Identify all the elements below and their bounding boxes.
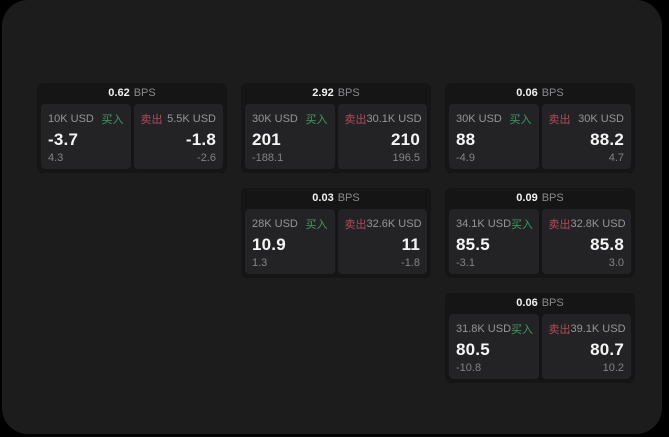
- app-surface: 0.62 BPS 10K USD 买入 -3.7 4.3 卖出 5.5K USD…: [2, 0, 662, 434]
- spread-unit-label: BPS: [337, 87, 360, 99]
- quote-panels: 31.8K USD 买入 80.5 -10.8 卖出 39.1K USD 80.…: [449, 314, 631, 379]
- sell-quote-tile[interactable]: 卖出 39.1K USD 80.7 10.2: [541, 314, 631, 379]
- spread-value: 0.62: [108, 87, 130, 99]
- spread-header: 0.06 BPS: [449, 83, 631, 104]
- spread-unit-label: BPS: [541, 297, 564, 309]
- buy-side-label: 买入: [509, 114, 532, 126]
- spread-value: 0.06: [516, 87, 538, 99]
- buy-delta: -4.9: [456, 152, 475, 164]
- buy-side-label: 买入: [305, 114, 328, 126]
- sell-price: 210: [391, 130, 420, 149]
- spread-unit-label: BPS: [337, 192, 360, 204]
- buy-amount: 34.1K USD: [456, 218, 512, 230]
- sell-amount: 32.6K USD: [366, 218, 422, 230]
- buy-quote-tile[interactable]: 30K USD 买入 201 -188.1: [245, 104, 335, 169]
- buy-side-label: 买入: [305, 219, 328, 231]
- quote-card: 0.06 BPS 31.8K USD 买入 80.5 -10.8 卖出 39.1…: [445, 293, 635, 383]
- sell-amount: 39.1K USD: [570, 323, 626, 335]
- spread-header: 0.62 BPS: [41, 83, 223, 104]
- sell-price: 85.8: [590, 235, 624, 254]
- quote-card: 0.09 BPS 34.1K USD 买入 85.5 -3.1 卖出 32.8K…: [445, 188, 635, 278]
- buy-amount: 30K USD: [252, 113, 298, 125]
- buy-price: 85.5: [456, 235, 490, 254]
- buy-quote-tile[interactable]: 34.1K USD 买入 85.5 -3.1: [449, 209, 539, 274]
- quote-panels: 10K USD 买入 -3.7 4.3 卖出 5.5K USD -1.8 -2.…: [41, 104, 223, 169]
- sell-delta: 4.7: [608, 152, 624, 164]
- spread-header: 0.06 BPS: [449, 293, 631, 314]
- buy-delta: -188.1: [252, 152, 284, 164]
- sell-amount: 32.8K USD: [570, 218, 626, 230]
- spread-value: 0.09: [516, 192, 538, 204]
- sell-delta: 3.0: [608, 257, 624, 269]
- buy-quote-tile[interactable]: 30K USD 买入 88 -4.9: [449, 104, 539, 169]
- quote-panels: 30K USD 买入 88 -4.9 卖出 30K USD 88.2 4.7: [449, 104, 631, 169]
- buy-amount: 28K USD: [252, 218, 298, 230]
- spread-unit-label: BPS: [133, 87, 156, 99]
- buy-price: 201: [252, 130, 281, 149]
- sell-side-label: 卖出: [548, 114, 571, 126]
- sell-quote-tile[interactable]: 卖出 32.6K USD 11 -1.8: [337, 209, 427, 274]
- sell-price: 11: [401, 235, 420, 254]
- buy-quote-tile[interactable]: 28K USD 买入 10.9 1.3: [245, 209, 335, 274]
- spread-unit-label: BPS: [541, 192, 564, 204]
- sell-delta: -2.6: [197, 152, 216, 164]
- buy-delta: -10.8: [456, 362, 482, 374]
- sell-side-label: 卖出: [548, 219, 571, 231]
- sell-delta: -1.8: [401, 257, 420, 269]
- buy-price: 88: [456, 130, 476, 149]
- sell-quote-tile[interactable]: 卖出 30K USD 88.2 4.7: [541, 104, 631, 169]
- sell-price: 88.2: [590, 130, 624, 149]
- buy-side-label: 买入: [511, 219, 534, 231]
- sell-amount: 30.1K USD: [366, 113, 422, 125]
- buy-quote-tile[interactable]: 10K USD 买入 -3.7 4.3: [41, 104, 131, 169]
- buy-price: -3.7: [48, 130, 79, 149]
- buy-side-label: 买入: [101, 114, 124, 126]
- sell-delta: 196.5: [392, 152, 420, 164]
- sell-price: -1.8: [185, 130, 216, 149]
- buy-amount: 31.8K USD: [456, 323, 512, 335]
- sell-side-label: 卖出: [140, 114, 163, 126]
- sell-side-label: 卖出: [344, 219, 367, 231]
- quote-card: 0.06 BPS 30K USD 买入 88 -4.9 卖出 30K USD 8…: [445, 83, 635, 173]
- spread-unit-label: BPS: [541, 87, 564, 99]
- buy-delta: 4.3: [48, 152, 64, 164]
- sell-delta: 10.2: [602, 362, 624, 374]
- sell-quote-tile[interactable]: 卖出 30.1K USD 210 196.5: [337, 104, 427, 169]
- spread-header: 0.03 BPS: [245, 188, 427, 209]
- spread-header: 0.09 BPS: [449, 188, 631, 209]
- spread-value: 2.92: [312, 87, 334, 99]
- quote-card: 0.03 BPS 28K USD 买入 10.9 1.3 卖出 32.6K US…: [241, 188, 431, 278]
- sell-side-label: 卖出: [548, 324, 571, 336]
- quote-panels: 34.1K USD 买入 85.5 -3.1 卖出 32.8K USD 85.8…: [449, 209, 631, 274]
- sell-quote-tile[interactable]: 卖出 32.8K USD 85.8 3.0: [541, 209, 631, 274]
- sell-amount: 30K USD: [578, 113, 624, 125]
- quote-grid: 0.62 BPS 10K USD 买入 -3.7 4.3 卖出 5.5K USD…: [37, 83, 635, 383]
- buy-amount: 30K USD: [456, 113, 502, 125]
- spread-value: 0.06: [516, 297, 538, 309]
- sell-quote-tile[interactable]: 卖出 5.5K USD -1.8 -2.6: [133, 104, 223, 169]
- quote-card: 0.62 BPS 10K USD 买入 -3.7 4.3 卖出 5.5K USD…: [37, 83, 227, 173]
- buy-amount: 10K USD: [48, 113, 94, 125]
- buy-side-label: 买入: [511, 324, 534, 336]
- buy-quote-tile[interactable]: 31.8K USD 买入 80.5 -10.8: [449, 314, 539, 379]
- sell-side-label: 卖出: [344, 114, 367, 126]
- sell-price: 80.7: [590, 340, 624, 359]
- spread-value: 0.03: [312, 192, 334, 204]
- quote-panels: 30K USD 买入 201 -188.1 卖出 30.1K USD 210 1…: [245, 104, 427, 169]
- spread-header: 2.92 BPS: [245, 83, 427, 104]
- quote-card: 2.92 BPS 30K USD 买入 201 -188.1 卖出 30.1K …: [241, 83, 431, 173]
- buy-delta: 1.3: [252, 257, 268, 269]
- buy-price: 80.5: [456, 340, 490, 359]
- quote-panels: 28K USD 买入 10.9 1.3 卖出 32.6K USD 11 -1.8: [245, 209, 427, 274]
- buy-delta: -3.1: [456, 257, 475, 269]
- sell-amount: 5.5K USD: [167, 113, 216, 125]
- buy-price: 10.9: [252, 235, 286, 254]
